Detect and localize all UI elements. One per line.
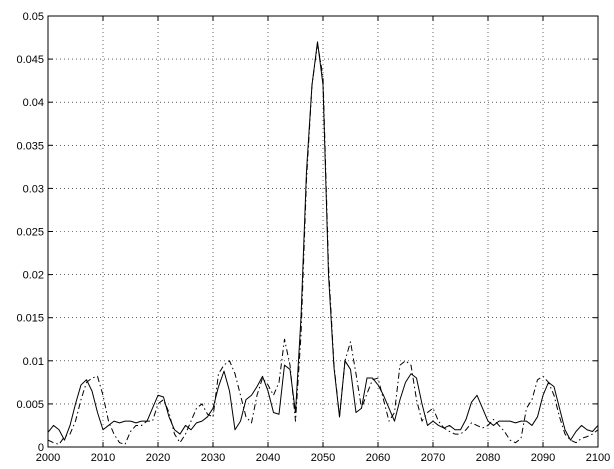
x-tick-label: 2080 xyxy=(476,452,500,464)
y-tick-label: 0.045 xyxy=(16,54,44,66)
x-tick-label: 2090 xyxy=(531,452,555,464)
y-tick-label: 0.015 xyxy=(16,313,44,325)
series-2-dashdot-line xyxy=(47,43,599,445)
y-tick-labels: 0 0.005 0.01 0.015 0.02 0.025 0.03 0.035 0.04 0.0… xyxy=(16,11,44,454)
x-tick-label: 2030 xyxy=(201,452,225,464)
x-tick-label: 2060 xyxy=(366,452,390,464)
x-tick-label: 2050 xyxy=(311,452,335,464)
x-tick-label: 2020 xyxy=(146,452,170,464)
x-tick-labels: 2000 2010 2020 2030 2040 2050 2060 2070 2080 2090… xyxy=(36,452,610,464)
y-tick-label: 0.03 xyxy=(23,183,44,195)
y-tick-label: 0.005 xyxy=(16,399,44,411)
y-tick-label: 0.01 xyxy=(23,356,44,368)
series-1-solid-line xyxy=(47,41,599,441)
y-tick-label: 0.05 xyxy=(23,11,44,23)
x-tick-label: 2000 xyxy=(36,452,60,464)
x-tick-label: 2100 xyxy=(586,452,610,464)
y-tick-label: 0 xyxy=(38,442,44,454)
x-tick-label: 2040 xyxy=(256,452,280,464)
y-tick-label: 0.02 xyxy=(23,270,44,282)
y-tick-label: 0.04 xyxy=(23,97,44,109)
x-tick-label: 2070 xyxy=(421,452,445,464)
tick-marks xyxy=(47,15,599,448)
series-lines xyxy=(47,41,599,445)
y-tick-label: 0.035 xyxy=(16,140,44,152)
x-tick-label: 2010 xyxy=(91,452,115,464)
y-tick-label: 0.025 xyxy=(16,227,44,239)
